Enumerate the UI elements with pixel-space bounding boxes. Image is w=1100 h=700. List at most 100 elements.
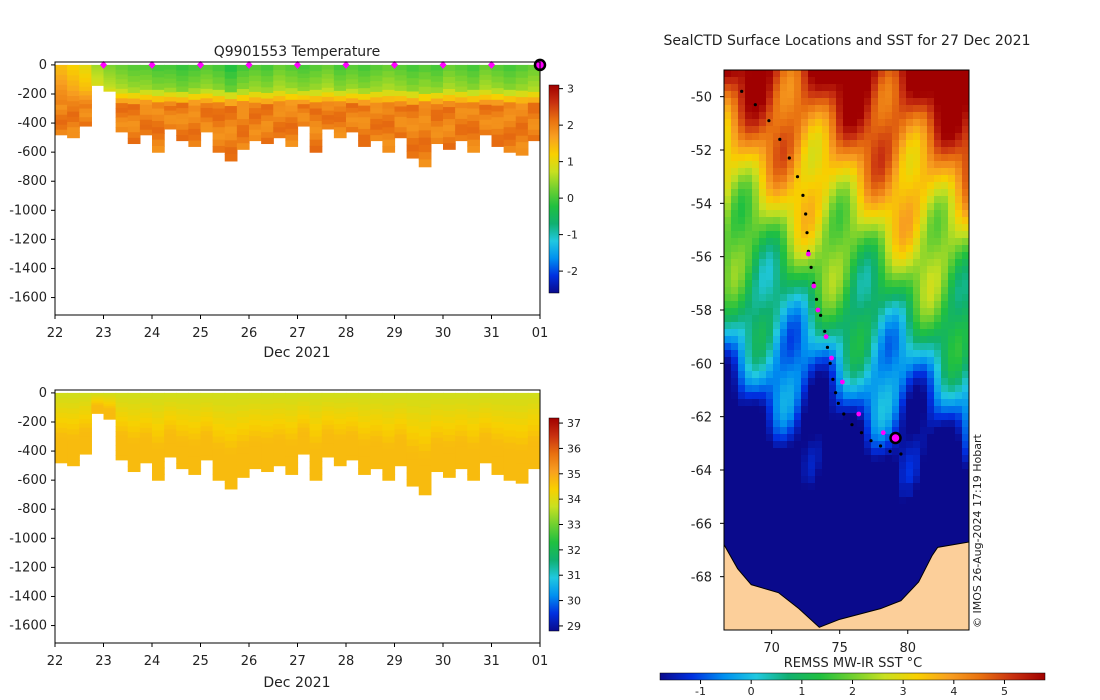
- sst-cell: [829, 245, 837, 253]
- sst-cell: [843, 455, 851, 463]
- sst-cell: [850, 413, 858, 421]
- sst-cell: [766, 294, 774, 302]
- sst-cell: [913, 168, 921, 176]
- sst-cell: [899, 336, 907, 344]
- sst-colorbar-tick-label: 0: [748, 685, 755, 698]
- sst-cell: [745, 385, 753, 393]
- temperature-cell: [370, 113, 383, 120]
- sst-cell: [766, 245, 774, 253]
- sst-cell: [962, 196, 969, 204]
- sst-cell: [808, 294, 816, 302]
- temperature-cell: [200, 103, 214, 109]
- sst-cell: [857, 231, 865, 239]
- temperature-cell: [79, 117, 92, 123]
- temperature-cell: [115, 88, 129, 95]
- sst-cell: [724, 413, 732, 421]
- sst-cell: [885, 336, 893, 344]
- sst-cell: [885, 560, 893, 568]
- sst-cell: [920, 462, 928, 470]
- temperature-cell: [152, 71, 165, 78]
- sst-cell: [759, 532, 767, 540]
- sst-cell: [857, 441, 865, 449]
- sst-cell: [815, 490, 823, 498]
- sst-cell: [731, 455, 739, 463]
- sst-cell: [864, 189, 872, 197]
- temperature-cell: [212, 108, 226, 116]
- temperature-cell: [515, 142, 529, 150]
- salinity-cell: [273, 460, 286, 467]
- sst-cell: [780, 259, 788, 267]
- sst-cell: [955, 308, 963, 316]
- sst-cell: [780, 469, 788, 477]
- sst-cell: [822, 378, 830, 386]
- salinity-cell: [406, 399, 420, 407]
- sst-cell: [745, 525, 753, 533]
- sst-cell: [759, 203, 767, 211]
- sst-cell: [759, 266, 767, 274]
- temperature-cell: [321, 110, 335, 116]
- sst-cell: [759, 455, 767, 463]
- sst-cell: [864, 182, 872, 190]
- salinity-cell: [418, 436, 432, 445]
- sst-cell: [808, 602, 816, 610]
- salinity-cell: [152, 467, 165, 475]
- temperature-cell: [67, 111, 80, 118]
- temperature-cell: [79, 91, 92, 97]
- sst-cell: [794, 105, 802, 113]
- track-point: [801, 193, 805, 197]
- sst-cell: [878, 357, 886, 365]
- sst-cell: [885, 70, 893, 78]
- temperature-heatmap: [55, 64, 540, 168]
- sst-cell: [920, 161, 928, 169]
- sst-cell: [794, 280, 802, 288]
- temperature-cell: [200, 112, 214, 119]
- sst-cell: [948, 371, 956, 379]
- sst-cell: [934, 77, 942, 85]
- sst-cell: [955, 336, 963, 344]
- salinity-cell: [455, 441, 468, 448]
- sst-cell: [822, 70, 830, 78]
- sst-cell: [885, 147, 893, 155]
- sst-cell: [731, 322, 739, 330]
- sst-cell: [794, 301, 802, 309]
- salinity-cell: [261, 398, 274, 405]
- salinity-cell: [212, 442, 226, 450]
- sst-cell: [829, 112, 837, 120]
- salinity-cell: [297, 392, 311, 398]
- sst-cell: [955, 105, 963, 113]
- sst-cell: [787, 294, 795, 302]
- temperature-cell: [249, 129, 262, 136]
- sst-cell: [885, 84, 893, 92]
- temperature-cell: [273, 64, 286, 71]
- temperature-cell: [67, 75, 80, 82]
- temperature-cell: [455, 97, 468, 104]
- sst-cell: [878, 560, 886, 568]
- sst-cell: [955, 427, 963, 435]
- sst-cell: [836, 245, 844, 253]
- sst-cell: [843, 378, 851, 386]
- sst-cell: [787, 427, 795, 435]
- sst-cell: [808, 259, 816, 267]
- sst-cell: [843, 525, 851, 533]
- sst-cell: [836, 588, 844, 596]
- x-tick-label: 26: [241, 654, 258, 669]
- temperature-cell: [55, 64, 68, 71]
- sst-cell: [836, 252, 844, 260]
- sst-cell: [878, 140, 886, 148]
- salinity-cell: [503, 467, 517, 475]
- sst-cell: [766, 280, 774, 288]
- temperature-cell: [346, 69, 359, 76]
- sst-cell: [920, 252, 928, 260]
- sst-cell: [899, 133, 907, 141]
- temperature-cell: [55, 69, 68, 76]
- sst-cell: [934, 301, 942, 309]
- sst-cell: [913, 91, 921, 99]
- sst-cell: [738, 196, 746, 204]
- salinity-cell: [261, 392, 274, 400]
- sst-cell: [780, 301, 788, 309]
- sst-cell: [724, 350, 732, 358]
- sst-cell: [941, 182, 949, 190]
- sst-cell: [738, 182, 746, 190]
- sst-cell: [836, 504, 844, 512]
- temperature-cell: [406, 111, 420, 119]
